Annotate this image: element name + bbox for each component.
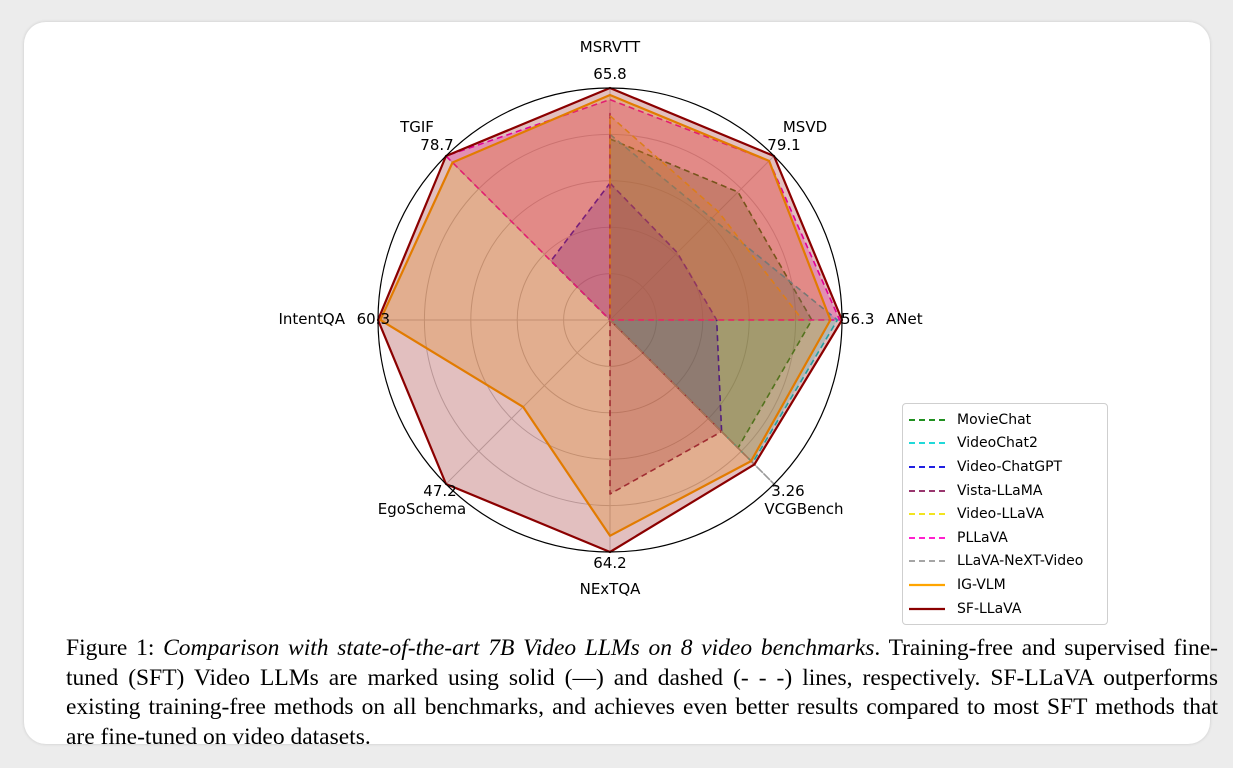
- legend-label-vista-llama: Vista-LLaMA: [957, 482, 1043, 499]
- legend-item-vista-llama: Vista-LLaMA: [903, 479, 1107, 503]
- legend-swatch-llava-next-video: [909, 560, 945, 563]
- axis-label-nextqa: NExTQA: [580, 580, 642, 598]
- legend-swatch-vista-llama: [909, 489, 945, 492]
- axis-max-anet: 56.3: [841, 310, 874, 328]
- chart-legend: MovieChat VideoChat2 Video-ChatGPT Vista-LL…: [902, 403, 1108, 625]
- figure-caption: Figure 1: Comparison with state-of-the-a…: [66, 634, 1218, 752]
- legend-label-video-chatgpt: Video-ChatGPT: [957, 458, 1063, 475]
- axis-label-egoschema: EgoSchema: [378, 500, 466, 518]
- series-vista-llama: [609, 112, 723, 495]
- axis-label-vcgbench: VCGBench: [764, 500, 843, 518]
- legend-label-videochat2: VideoChat2: [957, 435, 1038, 452]
- legend-label-ig-vlm: IG-VLM: [957, 576, 1006, 593]
- legend-item-pllava: PLLaVA: [903, 526, 1107, 550]
- axis-max-nextqa: 64.2: [593, 554, 626, 572]
- outer-ring: [377, 87, 843, 553]
- series-ig-vlm: [379, 93, 832, 537]
- legend-item-sf-llava: SF-LLaVA: [903, 597, 1107, 621]
- legend-item-video-chatgpt: Video-ChatGPT: [903, 455, 1107, 479]
- series-llava-next-video: [609, 319, 779, 489]
- caption-figure-label: Figure 1:: [66, 635, 155, 661]
- legend-label-pllava: PLLaVA: [957, 529, 1008, 546]
- legend-item-videochat2: VideoChat2: [903, 432, 1107, 456]
- legend-swatch-moviechat: [909, 418, 945, 421]
- axis-max-egoschema: 47.2: [423, 482, 456, 500]
- figure-card: MSRVTT 65.8 MSVD 79.1 ANet 56.3 VCGBench 3.26 NE…: [24, 22, 1218, 750]
- legend-swatch-pllava: [909, 536, 945, 539]
- legend-swatch-ig-vlm: [909, 583, 945, 587]
- axis-max-msrvtt: 65.8: [593, 65, 626, 83]
- axis-label-anet: ANet: [886, 310, 923, 328]
- legend-label-video-llava: Video-LLaVA: [957, 506, 1044, 523]
- axis-max-msvd: 79.1: [767, 136, 800, 154]
- series-video-chatgpt: [550, 182, 723, 433]
- axis-label-tgif: TGIF: [399, 118, 434, 136]
- legend-item-ig-vlm: IG-VLM: [903, 573, 1107, 597]
- axis-label-msrvtt: MSRVTT: [580, 38, 641, 56]
- caption-title: Comparison with state-of-the-art 7B Vide…: [163, 635, 875, 661]
- axis-max-tgif: 78.7: [420, 136, 453, 154]
- legend-swatch-video-chatgpt: [909, 466, 945, 468]
- grid-spoke-egoschema: [445, 319, 611, 485]
- legend-item-llava-next-video: LLaVA-NeXT-Video: [903, 550, 1107, 574]
- legend-item-moviechat: MovieChat: [903, 408, 1107, 432]
- legend-item-video-llava: Video-LLaVA: [903, 502, 1107, 526]
- legend-label-sf-llava: SF-LLaVA: [957, 600, 1022, 617]
- axis-label-intentqa: IntentQA: [279, 310, 346, 328]
- grid-spoke-msvd: [609, 155, 775, 321]
- legend-label-llava-next-video: LLaVA-NeXT-Video: [957, 553, 1084, 570]
- legend-swatch-video-llava: [909, 513, 945, 516]
- axis-max-intentqa: 60.3: [357, 310, 390, 328]
- legend-swatch-videochat2: [909, 442, 945, 445]
- axis-max-vcgbench: 3.26: [771, 482, 804, 500]
- legend-swatch-sf-llava: [909, 607, 945, 610]
- legend-label-moviechat: MovieChat: [957, 411, 1032, 428]
- axis-label-msvd: MSVD: [783, 118, 827, 136]
- caption-body: . Training-free and supervised fine-tune…: [66, 635, 1218, 750]
